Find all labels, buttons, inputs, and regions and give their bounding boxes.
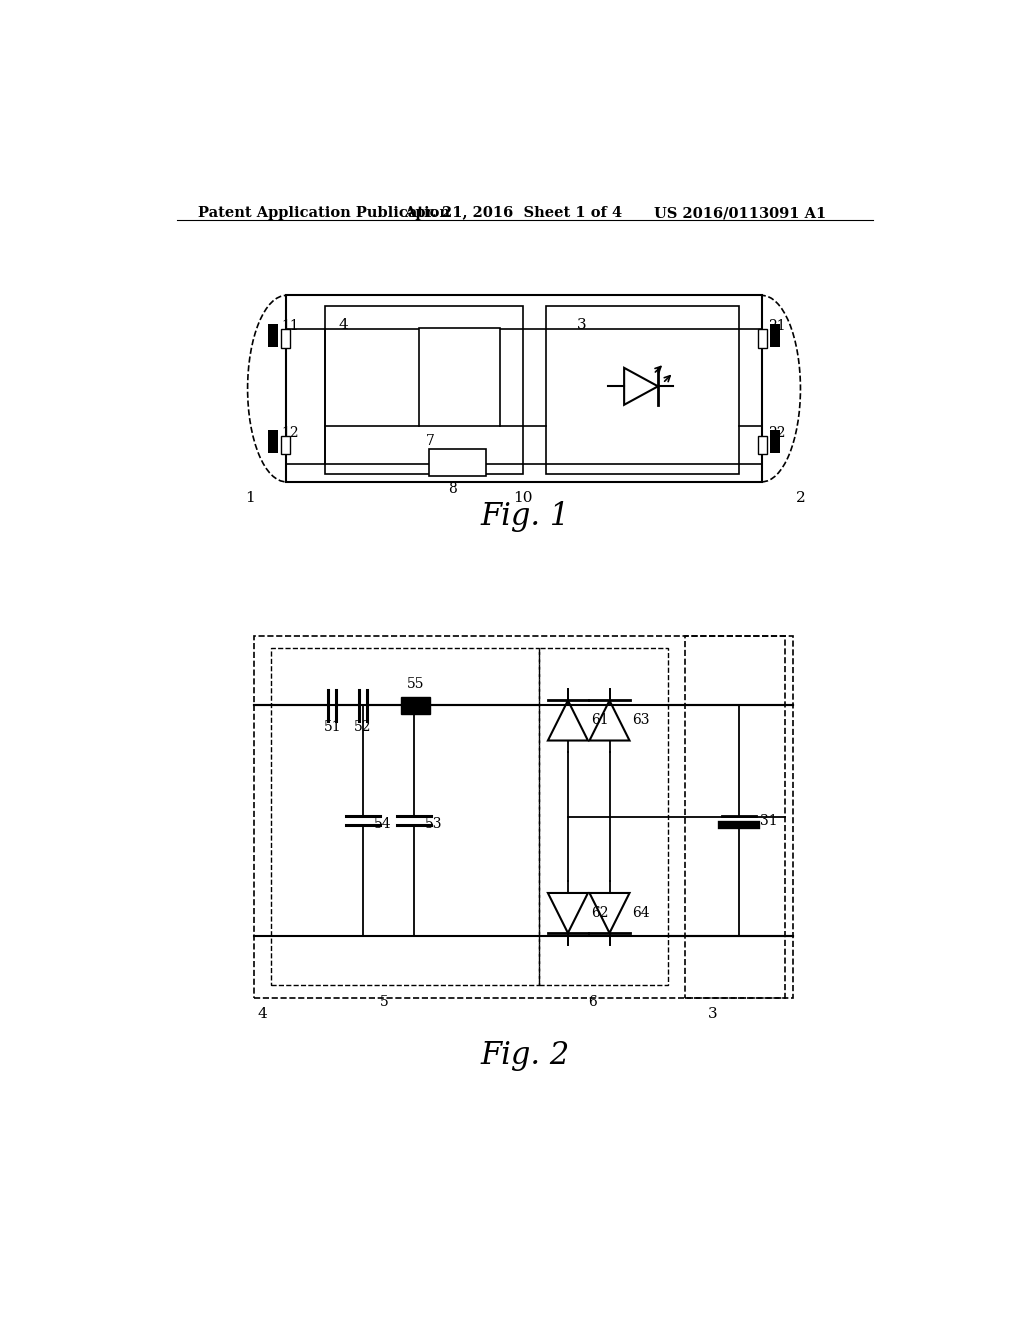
Text: 54: 54	[375, 817, 392, 832]
Text: 3: 3	[578, 318, 587, 331]
Bar	[254, 636, 785, 998]
Bar	[267, 430, 279, 453]
Bar	[539, 648, 668, 985]
Text: 4: 4	[339, 318, 348, 331]
Text: Fig. 2: Fig. 2	[480, 1040, 569, 1071]
Text: 8: 8	[449, 482, 457, 496]
Text: 64: 64	[633, 906, 650, 920]
Bar	[419, 327, 500, 426]
Text: 12: 12	[282, 426, 299, 441]
Text: 2: 2	[796, 491, 805, 506]
Bar	[270, 648, 539, 985]
Text: 21: 21	[768, 318, 785, 333]
Text: 55: 55	[407, 677, 424, 690]
Text: 61: 61	[591, 714, 608, 727]
Text: 10: 10	[513, 491, 534, 506]
Bar	[281, 330, 290, 348]
Text: 7: 7	[425, 434, 434, 447]
Bar	[770, 323, 780, 347]
Bar	[286, 296, 762, 482]
Text: 53: 53	[425, 817, 442, 832]
Text: Patent Application Publication: Patent Application Publication	[199, 206, 451, 220]
Text: US 2016/0113091 A1: US 2016/0113091 A1	[654, 206, 826, 220]
Bar	[267, 323, 279, 347]
Bar	[281, 436, 290, 454]
Text: 11: 11	[282, 318, 299, 333]
Text: 62: 62	[591, 906, 608, 920]
Text: 4: 4	[258, 1007, 267, 1020]
Text: 63: 63	[633, 714, 650, 727]
Text: 5: 5	[380, 995, 389, 1008]
Text: 22: 22	[768, 426, 785, 441]
Bar	[685, 636, 793, 998]
Text: 31: 31	[761, 813, 778, 828]
Bar	[758, 436, 767, 454]
Text: Apr. 21, 2016  Sheet 1 of 4: Apr. 21, 2016 Sheet 1 of 4	[403, 206, 622, 220]
Ellipse shape	[248, 296, 325, 482]
Bar	[758, 330, 767, 348]
Text: 52: 52	[354, 719, 372, 734]
Bar	[429, 450, 486, 475]
Ellipse shape	[724, 296, 801, 482]
Bar	[547, 306, 739, 474]
Bar	[325, 306, 523, 474]
Text: 3: 3	[708, 1007, 718, 1020]
Text: 51: 51	[324, 719, 341, 734]
Text: Fig. 1: Fig. 1	[480, 502, 569, 532]
Bar	[400, 697, 430, 714]
Bar	[770, 430, 780, 453]
Text: 1: 1	[245, 491, 255, 506]
Text: 6: 6	[588, 995, 597, 1008]
